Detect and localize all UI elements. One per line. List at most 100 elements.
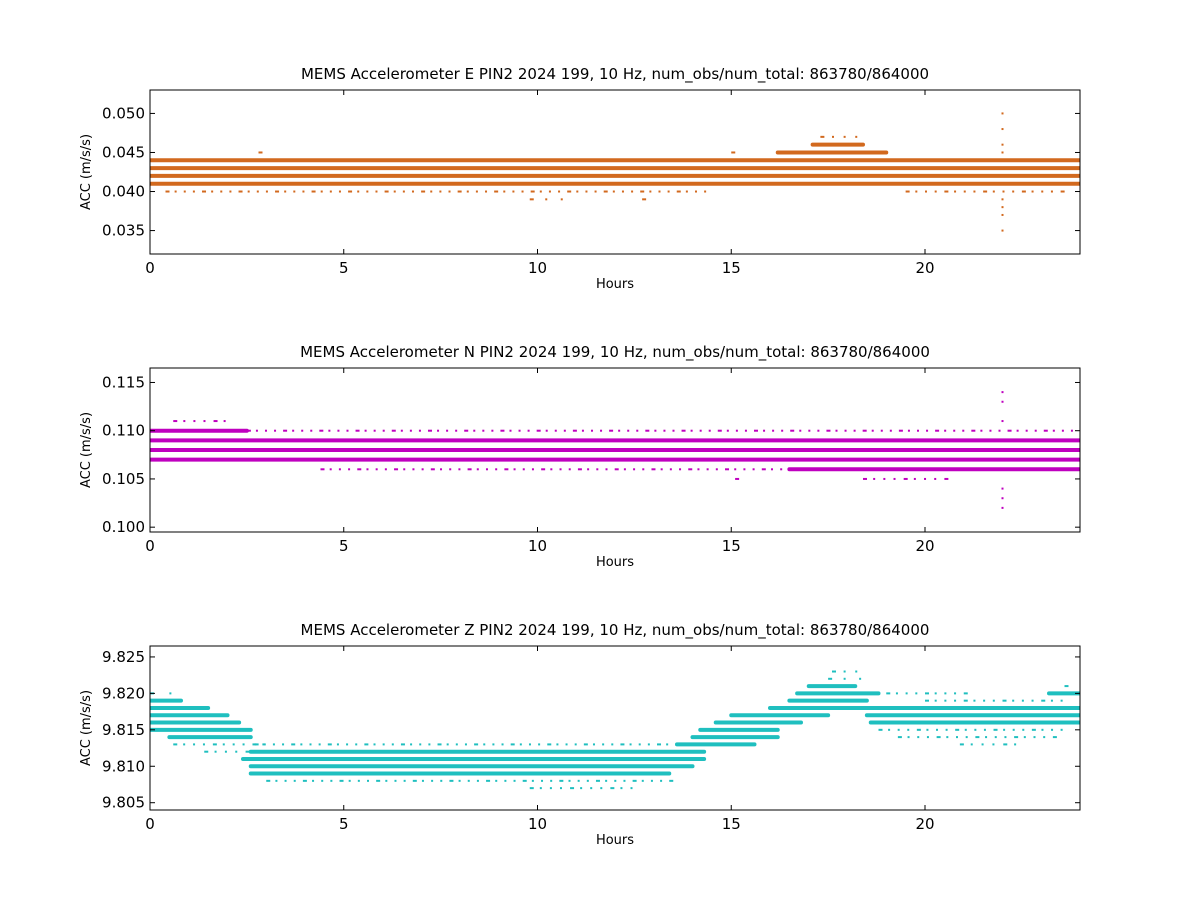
data-point xyxy=(907,728,910,731)
data-point xyxy=(883,477,886,480)
data-point xyxy=(577,468,582,471)
data-point xyxy=(492,743,495,746)
x-tick-label: 15 xyxy=(722,815,741,833)
data-point xyxy=(669,779,674,782)
data-point xyxy=(1031,190,1034,193)
data-point xyxy=(808,429,811,432)
data-point xyxy=(916,728,921,731)
data-point xyxy=(473,429,476,432)
data-point xyxy=(446,429,449,432)
data-point xyxy=(464,743,467,746)
data-point xyxy=(339,779,344,782)
data-point xyxy=(925,699,929,702)
data-point xyxy=(491,429,494,432)
data-point xyxy=(402,190,405,193)
y-tick-label: 9.825 xyxy=(102,648,145,666)
spike-point xyxy=(1001,198,1004,201)
data-point xyxy=(238,190,243,193)
data-point xyxy=(165,190,170,193)
data-point xyxy=(411,190,414,193)
data-point xyxy=(173,420,178,423)
data-point xyxy=(895,692,898,695)
data-point xyxy=(817,429,820,432)
data-point xyxy=(550,468,553,471)
data-point xyxy=(660,779,663,782)
data-point xyxy=(338,468,341,471)
data-point xyxy=(1014,743,1017,746)
y-tick-label: 0.115 xyxy=(102,373,145,391)
data-point xyxy=(1051,728,1054,731)
data-point xyxy=(202,190,207,193)
data-point xyxy=(780,468,783,471)
data-point xyxy=(235,750,238,753)
data-point xyxy=(474,743,479,746)
data-point xyxy=(753,429,758,432)
x-axis-label-n: Hours xyxy=(596,555,634,570)
data-point xyxy=(835,429,838,432)
data-point xyxy=(688,468,693,471)
data-point xyxy=(843,135,846,138)
data-point xyxy=(282,743,285,746)
data-point xyxy=(1012,699,1015,702)
data-point xyxy=(905,190,910,193)
data-point xyxy=(357,779,360,782)
data-point xyxy=(649,190,652,193)
data-point xyxy=(439,190,442,193)
data-point xyxy=(266,779,271,782)
data-point xyxy=(212,743,217,746)
data-point xyxy=(394,779,397,782)
data-point xyxy=(820,135,825,138)
data-point xyxy=(548,190,551,193)
axes-frame-n xyxy=(149,367,1081,533)
data-point xyxy=(878,728,883,731)
data-point xyxy=(954,190,957,193)
data-point xyxy=(440,779,443,782)
data-point xyxy=(375,190,378,193)
data-point xyxy=(651,468,656,471)
data-point xyxy=(503,190,506,193)
data-point xyxy=(888,728,891,731)
y-tick-label: 9.815 xyxy=(102,721,145,739)
data-point xyxy=(283,429,288,432)
data-point xyxy=(944,699,947,702)
data-points-e xyxy=(150,112,1080,232)
data-point xyxy=(1041,728,1044,731)
data-point xyxy=(1003,728,1006,731)
data-point xyxy=(494,190,499,193)
data-point xyxy=(263,743,266,746)
spike-point xyxy=(1001,487,1004,490)
data-point xyxy=(676,190,681,193)
data-point xyxy=(642,198,647,201)
data-point xyxy=(418,429,421,432)
data-point xyxy=(1043,736,1046,739)
data-point xyxy=(581,429,584,432)
data-point xyxy=(348,190,353,193)
data-point xyxy=(486,779,491,782)
data-point xyxy=(946,736,949,739)
data-point xyxy=(731,151,736,154)
data-point xyxy=(1050,190,1053,193)
data-point xyxy=(518,429,521,432)
data-point xyxy=(953,429,956,432)
data-point xyxy=(192,190,195,193)
data-point xyxy=(1060,728,1063,731)
data-point xyxy=(247,190,250,193)
data-point xyxy=(203,420,206,423)
data-point xyxy=(1021,190,1026,193)
data-point xyxy=(903,477,908,480)
data-point xyxy=(975,736,980,739)
spike-point xyxy=(1001,420,1004,423)
data-point xyxy=(1060,190,1065,193)
data-point xyxy=(1016,429,1019,432)
data-point xyxy=(717,429,722,432)
data-point xyxy=(211,190,214,193)
x-tick-label: 15 xyxy=(722,259,741,277)
spike-point xyxy=(1001,213,1004,216)
data-point xyxy=(926,728,929,731)
data-point xyxy=(337,429,340,432)
data-point xyxy=(924,477,927,480)
data-point xyxy=(993,728,998,731)
data-point xyxy=(300,743,303,746)
axes-frame-e xyxy=(149,89,1081,255)
